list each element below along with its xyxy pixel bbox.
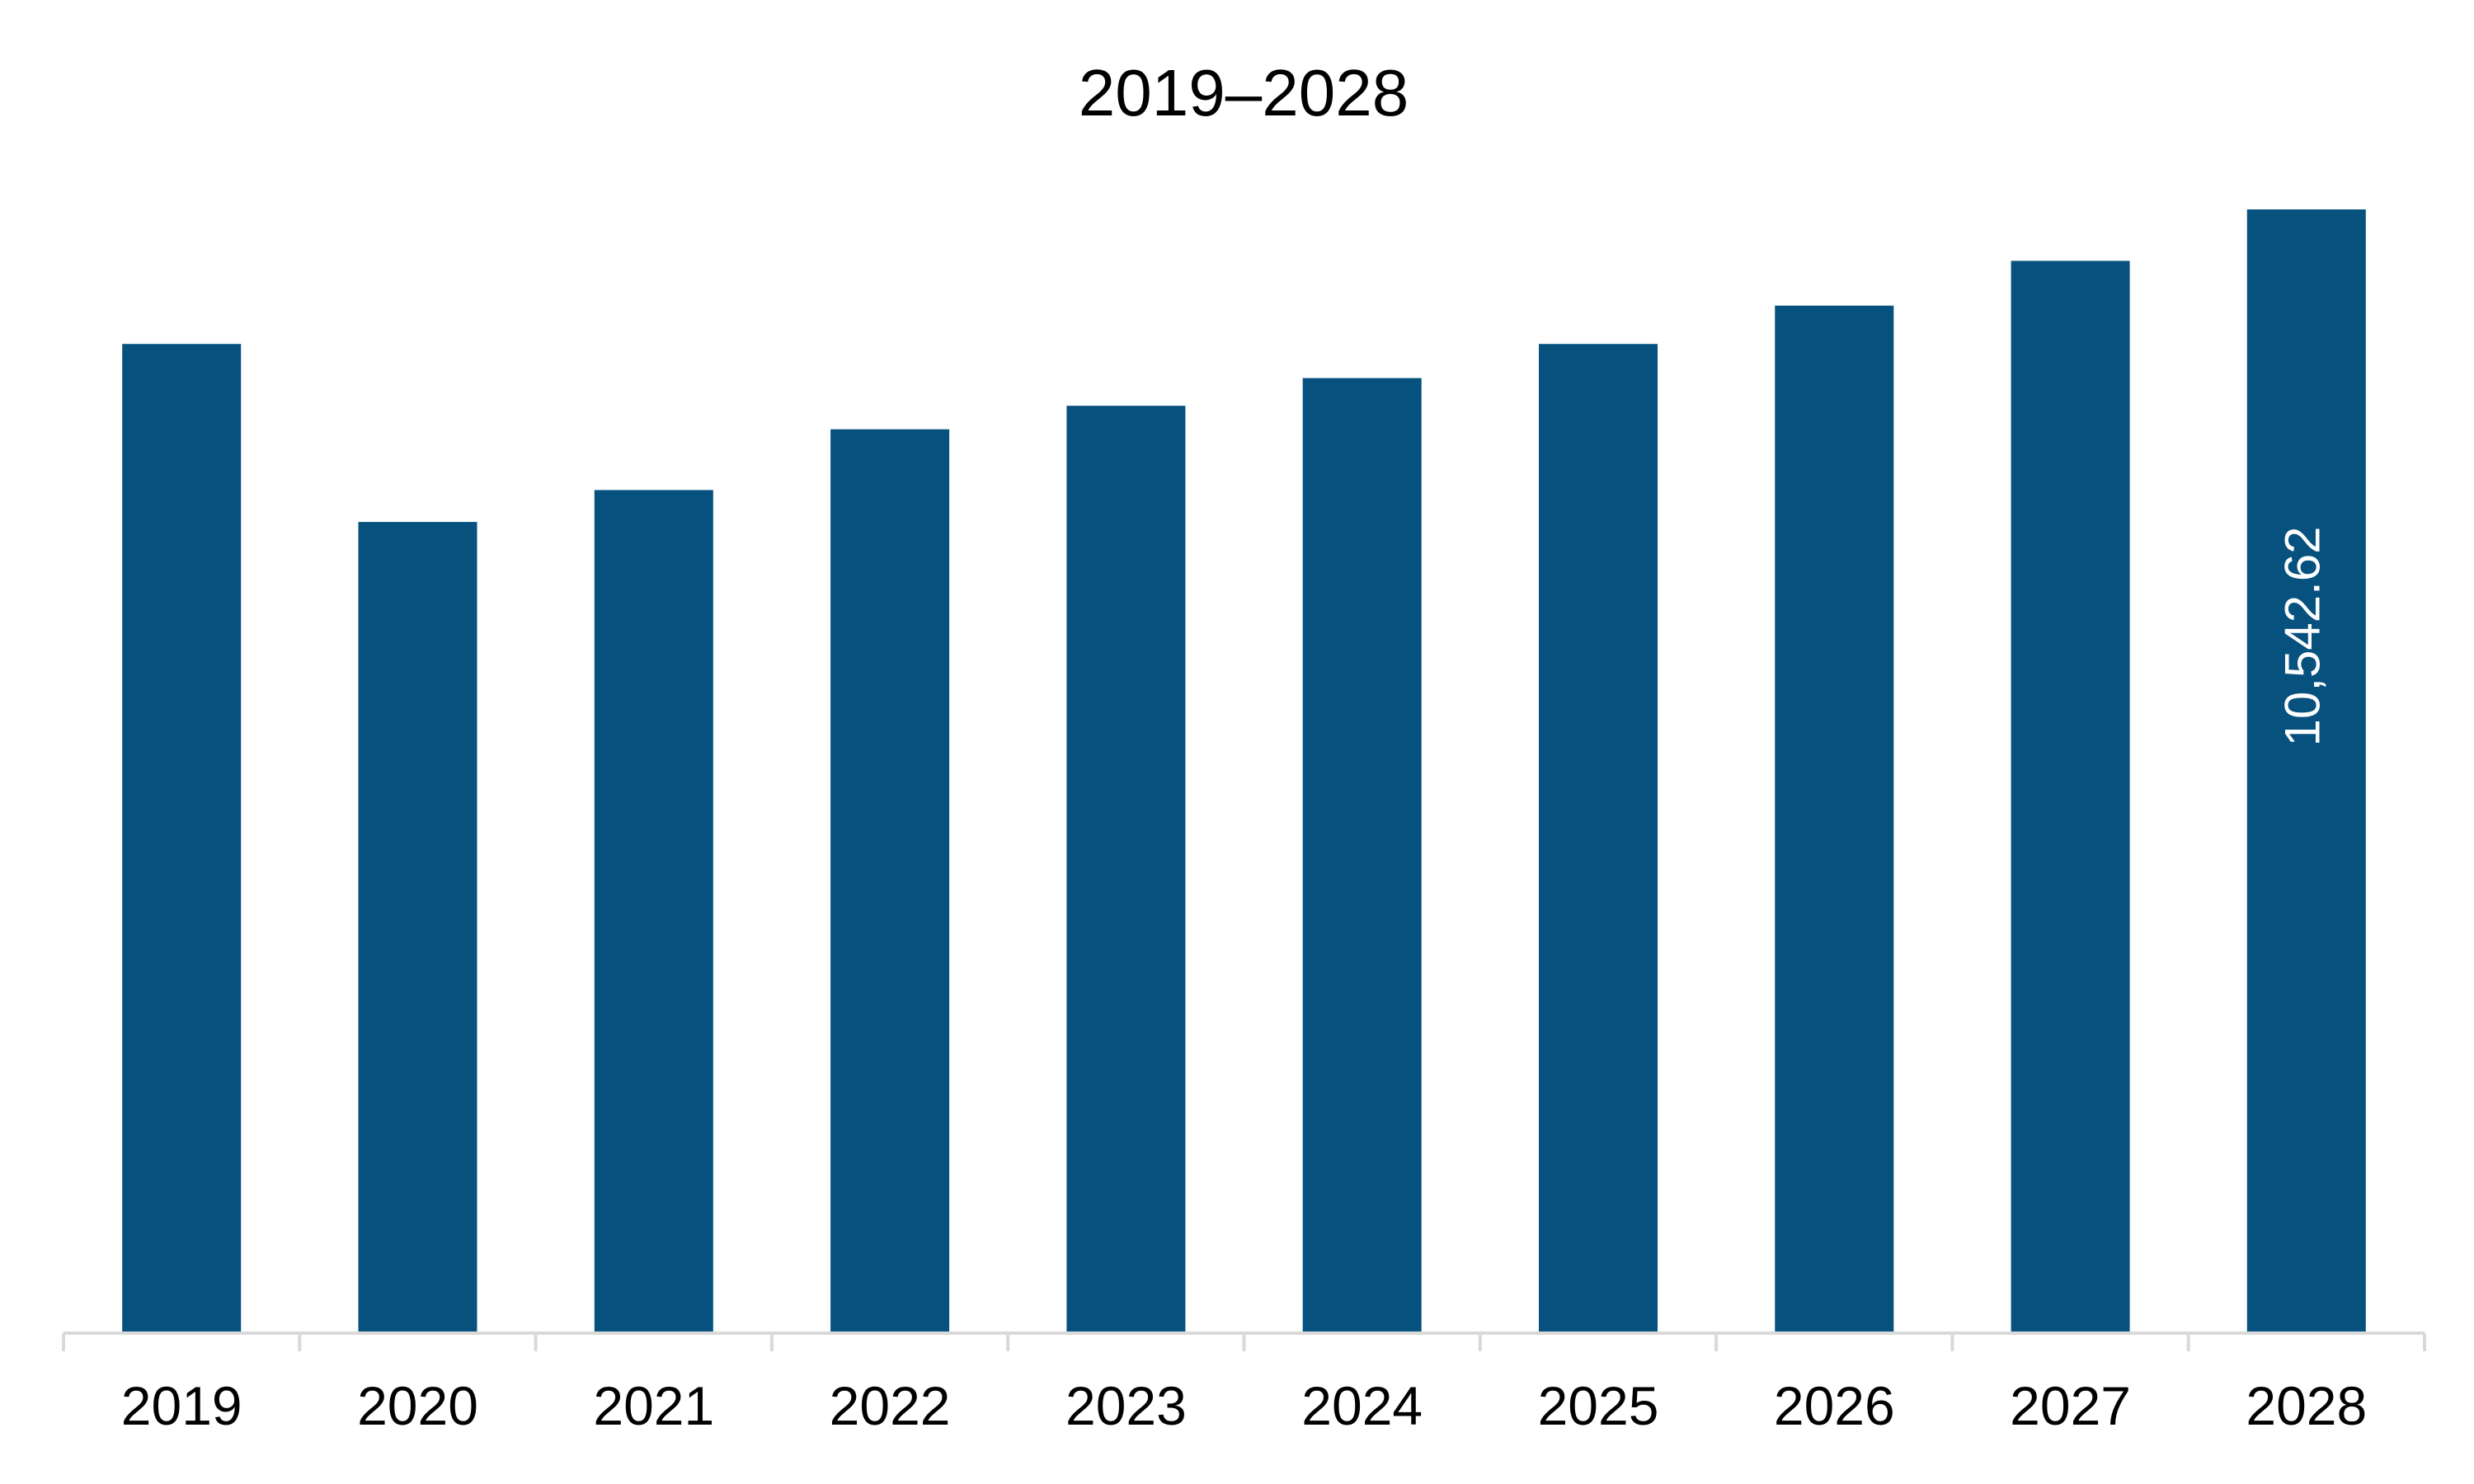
- x-tick-label-2021: 2021: [593, 1375, 714, 1436]
- bar-2026: [1775, 305, 1894, 1334]
- data-label-2028: 10,542.62: [2275, 526, 2331, 746]
- bar-2023: [1066, 406, 1186, 1334]
- bar-2020: [358, 522, 477, 1333]
- x-axis: [62, 1331, 2426, 1351]
- x-tick-label-2025: 2025: [1538, 1375, 1659, 1436]
- bar-2024: [1302, 378, 1422, 1334]
- x-tick-label-2027: 2027: [2010, 1375, 2131, 1436]
- bar-2027: [2011, 261, 2130, 1333]
- bar-2021: [594, 490, 713, 1333]
- x-tick-label-2024: 2024: [1301, 1375, 1423, 1436]
- bar-2022: [830, 429, 950, 1334]
- x-tick-label-2023: 2023: [1065, 1375, 1187, 1436]
- bar-2028: [2246, 209, 2366, 1333]
- chart-title: 2019–2028: [1079, 56, 1409, 129]
- x-tick-label-2020: 2020: [357, 1375, 478, 1436]
- data-labels: 10,542.62: [2275, 526, 2331, 746]
- x-axis-tick-labels: 2019 2020 2021 2022 2023 2024 2025 2026 2027 2028: [121, 1375, 2367, 1436]
- x-tick-label-2028: 2028: [2246, 1375, 2367, 1436]
- x-tick-label-2022: 2022: [830, 1375, 951, 1436]
- bar-2025: [1539, 344, 1658, 1334]
- x-tick-label-2019: 2019: [121, 1375, 242, 1436]
- bar-2019: [122, 344, 242, 1334]
- bars-layer: [122, 209, 2366, 1334]
- x-tick-label-2026: 2026: [1774, 1375, 1895, 1436]
